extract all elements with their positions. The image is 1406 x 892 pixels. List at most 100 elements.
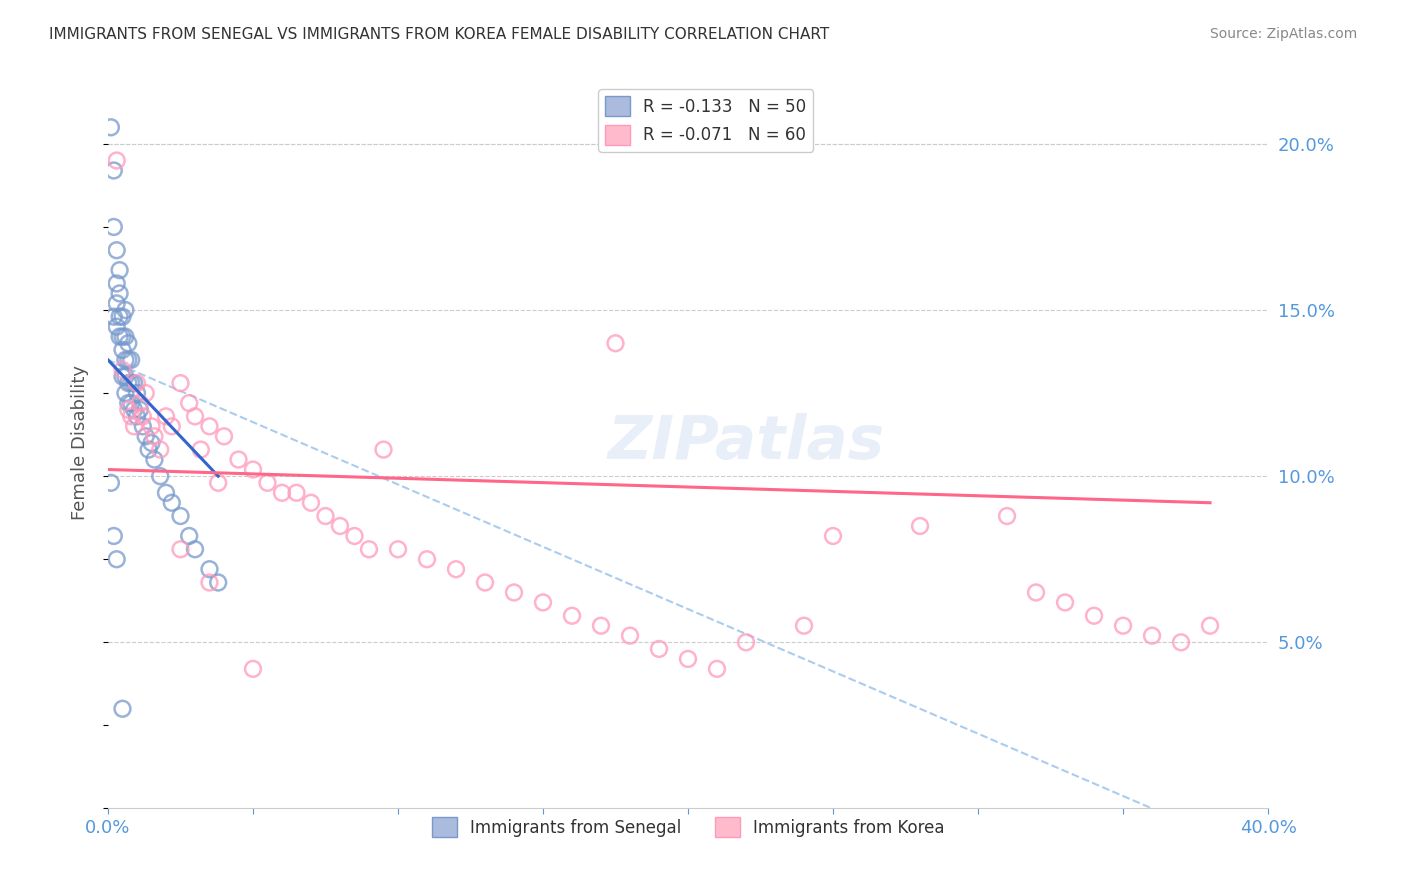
Point bbox=[995, 509, 1018, 524]
Point bbox=[138, 442, 160, 457]
Point bbox=[114, 329, 136, 343]
Point bbox=[117, 396, 139, 410]
Point bbox=[105, 244, 128, 258]
Point bbox=[207, 575, 229, 590]
Point bbox=[114, 386, 136, 401]
Point bbox=[114, 303, 136, 318]
Point bbox=[117, 352, 139, 367]
Point bbox=[169, 376, 191, 391]
Point bbox=[141, 436, 163, 450]
Point bbox=[1025, 585, 1047, 599]
Point bbox=[111, 329, 134, 343]
Point bbox=[793, 618, 815, 632]
Point bbox=[285, 485, 308, 500]
Point bbox=[169, 509, 191, 524]
Point bbox=[735, 635, 758, 649]
Point bbox=[179, 529, 201, 543]
Point bbox=[103, 310, 125, 324]
Point bbox=[503, 585, 526, 599]
Point bbox=[160, 419, 183, 434]
Point bbox=[1199, 618, 1222, 632]
Point bbox=[108, 286, 131, 301]
Point bbox=[135, 386, 157, 401]
Point bbox=[329, 519, 352, 533]
Point bbox=[149, 469, 172, 483]
Point bbox=[114, 352, 136, 367]
Point bbox=[169, 542, 191, 557]
Point bbox=[120, 352, 142, 367]
Point bbox=[1053, 595, 1076, 609]
Point bbox=[373, 442, 395, 457]
Point bbox=[190, 442, 212, 457]
Point bbox=[111, 369, 134, 384]
Point bbox=[155, 485, 177, 500]
Point bbox=[198, 575, 221, 590]
Point bbox=[122, 402, 145, 417]
Point bbox=[108, 329, 131, 343]
Point bbox=[299, 496, 322, 510]
Point bbox=[198, 419, 221, 434]
Point bbox=[114, 369, 136, 384]
Point bbox=[111, 702, 134, 716]
Point bbox=[1083, 608, 1105, 623]
Point bbox=[103, 163, 125, 178]
Point bbox=[100, 120, 122, 135]
Point bbox=[122, 419, 145, 434]
Legend: Immigrants from Senegal, Immigrants from Korea: Immigrants from Senegal, Immigrants from… bbox=[425, 810, 950, 844]
Point bbox=[212, 429, 235, 443]
Text: IMMIGRANTS FROM SENEGAL VS IMMIGRANTS FROM KOREA FEMALE DISABILITY CORRELATION C: IMMIGRANTS FROM SENEGAL VS IMMIGRANTS FR… bbox=[49, 27, 830, 42]
Point bbox=[1140, 629, 1163, 643]
Point bbox=[343, 529, 366, 543]
Point bbox=[228, 452, 250, 467]
Point bbox=[561, 608, 583, 623]
Point bbox=[117, 402, 139, 417]
Point bbox=[605, 336, 627, 351]
Point bbox=[149, 442, 172, 457]
Point bbox=[100, 475, 122, 490]
Text: ZIPatlas: ZIPatlas bbox=[607, 413, 884, 473]
Point bbox=[706, 662, 728, 676]
Text: Source: ZipAtlas.com: Source: ZipAtlas.com bbox=[1209, 27, 1357, 41]
Point bbox=[125, 386, 148, 401]
Point bbox=[111, 363, 134, 377]
Point bbox=[179, 396, 201, 410]
Point bbox=[122, 376, 145, 391]
Point bbox=[141, 419, 163, 434]
Point bbox=[242, 462, 264, 476]
Point bbox=[474, 575, 496, 590]
Point bbox=[143, 452, 166, 467]
Point bbox=[821, 529, 844, 543]
Point bbox=[103, 219, 125, 234]
Point bbox=[444, 562, 467, 576]
Point bbox=[132, 419, 155, 434]
Point bbox=[184, 409, 207, 424]
Point bbox=[676, 652, 699, 666]
Point bbox=[132, 409, 155, 424]
Point bbox=[256, 475, 278, 490]
Point bbox=[105, 277, 128, 291]
Point bbox=[908, 519, 931, 533]
Point bbox=[143, 429, 166, 443]
Point bbox=[111, 310, 134, 324]
Point bbox=[120, 409, 142, 424]
Point bbox=[105, 296, 128, 310]
Point bbox=[103, 529, 125, 543]
Point bbox=[111, 343, 134, 357]
Point bbox=[160, 496, 183, 510]
Point bbox=[1170, 635, 1192, 649]
Point bbox=[357, 542, 380, 557]
Point bbox=[207, 475, 229, 490]
Point bbox=[184, 542, 207, 557]
Point bbox=[155, 409, 177, 424]
Point bbox=[117, 376, 139, 391]
Point bbox=[117, 336, 139, 351]
Y-axis label: Female Disability: Female Disability bbox=[72, 366, 89, 520]
Point bbox=[387, 542, 409, 557]
Point bbox=[198, 562, 221, 576]
Point bbox=[416, 552, 439, 566]
Point bbox=[108, 263, 131, 277]
Point bbox=[108, 310, 131, 324]
Point bbox=[1112, 618, 1135, 632]
Point bbox=[128, 402, 150, 417]
Point bbox=[105, 319, 128, 334]
